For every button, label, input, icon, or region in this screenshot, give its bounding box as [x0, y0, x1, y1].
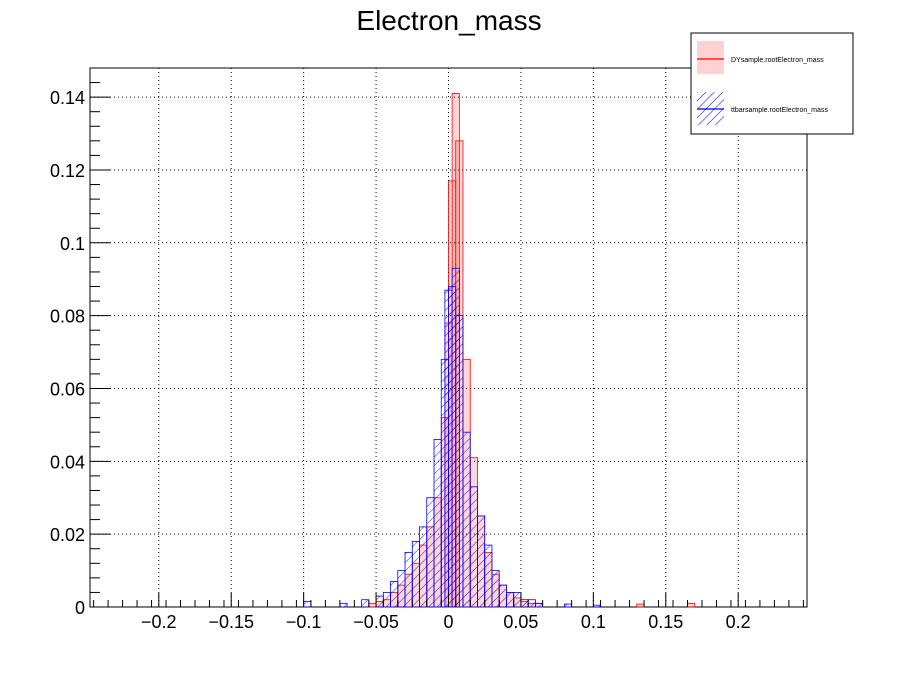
- x-tick-label: 0: [443, 612, 453, 632]
- legend-swatch-dy: [697, 41, 724, 74]
- histogram-bin: [506, 592, 515, 608]
- x-tick-label: 0.2: [726, 612, 751, 632]
- histogram-bin: [426, 497, 435, 608]
- histogram-bin: [455, 315, 464, 608]
- x-tick-label: −0.2: [141, 612, 177, 632]
- histogram-bin: [484, 544, 493, 608]
- histogram-bin: [563, 603, 573, 608]
- chart-title: Electron_mass: [356, 5, 541, 36]
- legend-label-dy: DYsample.rootElectron_mass: [731, 57, 824, 64]
- histogram-bin: [433, 439, 442, 608]
- x-tick-label: 0.15: [648, 612, 683, 632]
- y-tick-label: 0.1: [60, 234, 85, 254]
- histogram-bin: [390, 581, 399, 608]
- x-tick-label: −0.1: [286, 612, 322, 632]
- histogram-bin: [498, 584, 507, 608]
- histogram-bin: [520, 599, 529, 608]
- histogram-bin: [462, 431, 471, 608]
- histogram-bin: [419, 526, 428, 608]
- series-0: [368, 93, 696, 608]
- y-tick-label: 0.08: [50, 307, 85, 327]
- series-1: [303, 267, 601, 608]
- histogram-bin: [404, 551, 413, 608]
- histogram-bin: [477, 515, 486, 608]
- legend: DYsample.rootElectron_mass ttbarsample.r…: [690, 32, 854, 135]
- histogram-bin: [513, 592, 522, 608]
- x-tick-label: 0.05: [503, 612, 538, 632]
- histogram-bin: [535, 602, 544, 608]
- axes: −0.2 −0.15 −0.1 −0.05 0 0.05 0.1 0.15 0.2 0 0.02 0.…: [50, 82, 804, 632]
- histogram-bin: [527, 599, 536, 608]
- y-tick-label: 0.06: [50, 379, 85, 399]
- histogram-bin: [469, 486, 478, 608]
- histogram-bin: [339, 602, 348, 608]
- y-tick-label: 0.14: [50, 88, 85, 108]
- histogram-bin: [375, 595, 384, 608]
- histogram-bin: [397, 570, 406, 608]
- histogram-bin: [411, 541, 420, 608]
- y-tick-label: 0.12: [50, 161, 85, 181]
- histogram-bin: [382, 592, 391, 608]
- legend-label-ttbar: ttbarsample.rootElectron_mass: [731, 107, 828, 114]
- histogram-bin: [491, 570, 500, 608]
- y-tick-label: 0.04: [50, 452, 85, 472]
- y-tick-label: 0.02: [50, 525, 85, 545]
- x-tick-label: −0.15: [208, 612, 254, 632]
- y-tick-label: 0: [75, 598, 85, 618]
- histogram-bin: [303, 601, 312, 608]
- histogram-bin: [592, 604, 601, 608]
- histogram-bin: [636, 603, 645, 608]
- x-tick-label: 0.1: [581, 612, 606, 632]
- histogram-bin: [361, 599, 370, 608]
- histogram-bin: [368, 602, 377, 608]
- x-tick-label: −0.05: [353, 612, 399, 632]
- histogram-bars: [303, 93, 696, 608]
- histogram-bin: [687, 602, 696, 608]
